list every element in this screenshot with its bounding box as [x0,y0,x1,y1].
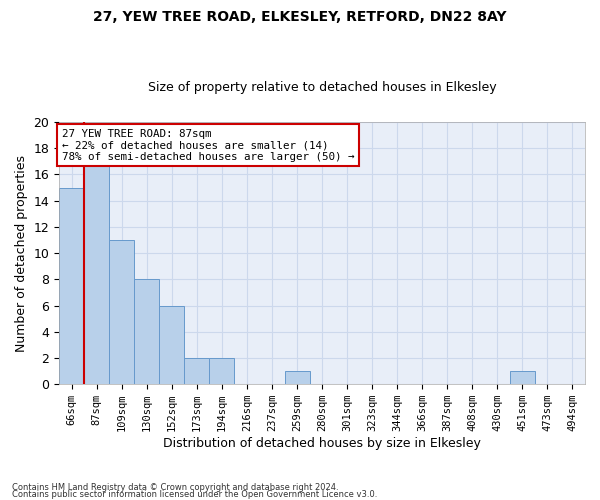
Bar [284,371,310,384]
Bar [134,280,160,384]
Y-axis label: Number of detached properties: Number of detached properties [15,154,28,352]
Bar [510,371,535,384]
Bar [209,358,235,384]
Bar [109,240,134,384]
Text: Contains public sector information licensed under the Open Government Licence v3: Contains public sector information licen… [12,490,377,499]
Bar [160,306,184,384]
Bar [59,188,84,384]
Text: 27, YEW TREE ROAD, ELKESLEY, RETFORD, DN22 8AY: 27, YEW TREE ROAD, ELKESLEY, RETFORD, DN… [93,10,507,24]
Text: 27 YEW TREE ROAD: 87sqm
← 22% of detached houses are smaller (14)
78% of semi-de: 27 YEW TREE ROAD: 87sqm ← 22% of detache… [62,128,354,162]
Bar [184,358,209,384]
Title: Size of property relative to detached houses in Elkesley: Size of property relative to detached ho… [148,82,496,94]
Text: Contains HM Land Registry data © Crown copyright and database right 2024.: Contains HM Land Registry data © Crown c… [12,484,338,492]
X-axis label: Distribution of detached houses by size in Elkesley: Distribution of detached houses by size … [163,437,481,450]
Bar [84,162,109,384]
